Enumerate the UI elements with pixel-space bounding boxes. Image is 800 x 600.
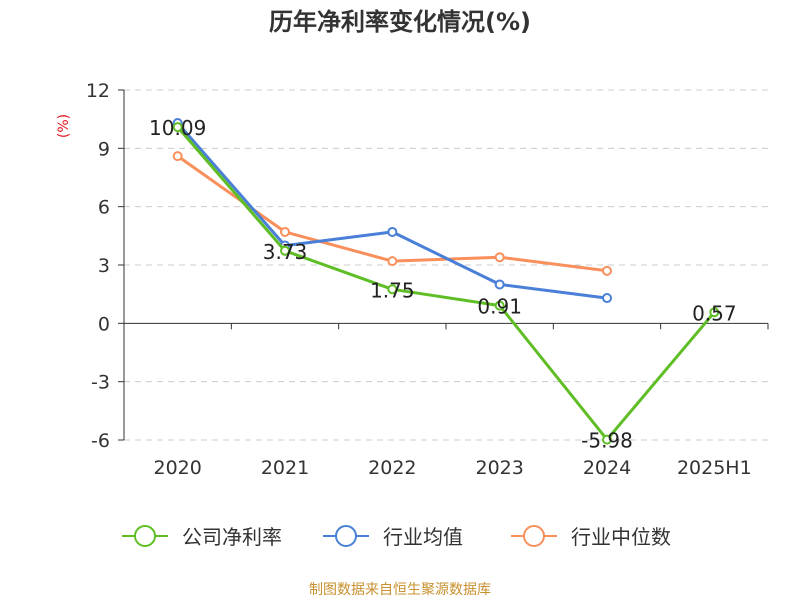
series-line — [176, 122, 608, 300]
data-point — [387, 226, 398, 237]
x-tick-label: 2020 — [153, 457, 201, 479]
data-point — [602, 265, 612, 276]
legend-marker — [134, 525, 156, 547]
legend-marker — [335, 525, 357, 547]
data-labels: 10.09 3.73 1.75 0.91 -5.98 0.57 — [149, 116, 737, 452]
data-point — [709, 307, 720, 318]
data-label: 0.57 — [692, 301, 737, 325]
x-tick-label: 2025H1 — [677, 457, 752, 479]
y-tick-label: 3 — [98, 255, 110, 277]
data-source-note: 制图数据来自恒生聚源数据库 — [309, 582, 491, 598]
gridlines — [124, 89, 768, 441]
data-point — [602, 293, 612, 304]
y-tick-labels: 12 9 6 3 0 -3 -6 — [86, 80, 110, 452]
y-tick-label: -6 — [91, 430, 110, 452]
y-tick-label: -3 — [91, 372, 110, 394]
x-tick-label: 2023 — [475, 457, 523, 479]
data-point — [280, 245, 290, 256]
legend-label: 行业中位数 — [571, 525, 671, 549]
data-label: 3.73 — [263, 240, 308, 264]
data-point — [602, 434, 612, 445]
legend-label: 行业均值 — [383, 525, 463, 549]
y-tick-label: 0 — [98, 313, 110, 335]
data-point — [494, 252, 505, 263]
series-lines — [172, 118, 720, 445]
y-axis-unit-label: (%) — [56, 114, 72, 138]
data-label: -5.98 — [581, 429, 633, 453]
data-label: 1.75 — [370, 278, 415, 302]
series-line — [176, 154, 608, 273]
axes — [118, 89, 769, 441]
y-tick-label: 9 — [98, 138, 110, 160]
y-tick-label: 6 — [98, 197, 110, 219]
data-point — [494, 279, 505, 290]
x-tick-label: 2021 — [261, 457, 309, 479]
x-tick-labels: 2020 2021 2022 2023 2024 2025H1 — [153, 457, 751, 479]
legend: 公司净利率 行业均值 行业中位数 — [122, 525, 671, 549]
x-tick-label: 2022 — [368, 457, 416, 479]
data-point — [387, 284, 398, 295]
data-label: 0.91 — [477, 295, 522, 319]
legend-marker — [523, 525, 545, 547]
data-point — [494, 300, 505, 311]
y-tick-label: 12 — [86, 80, 110, 102]
data-point — [280, 226, 290, 237]
x-tick-label: 2024 — [583, 457, 631, 479]
chart-title: 历年净利率变化情况(%) — [269, 8, 531, 36]
data-point — [387, 256, 398, 267]
legend-label: 公司净利率 — [182, 525, 282, 549]
data-point — [172, 122, 183, 133]
series-line — [176, 126, 716, 442]
data-point — [172, 151, 183, 162]
data-label: 10.09 — [149, 116, 206, 140]
